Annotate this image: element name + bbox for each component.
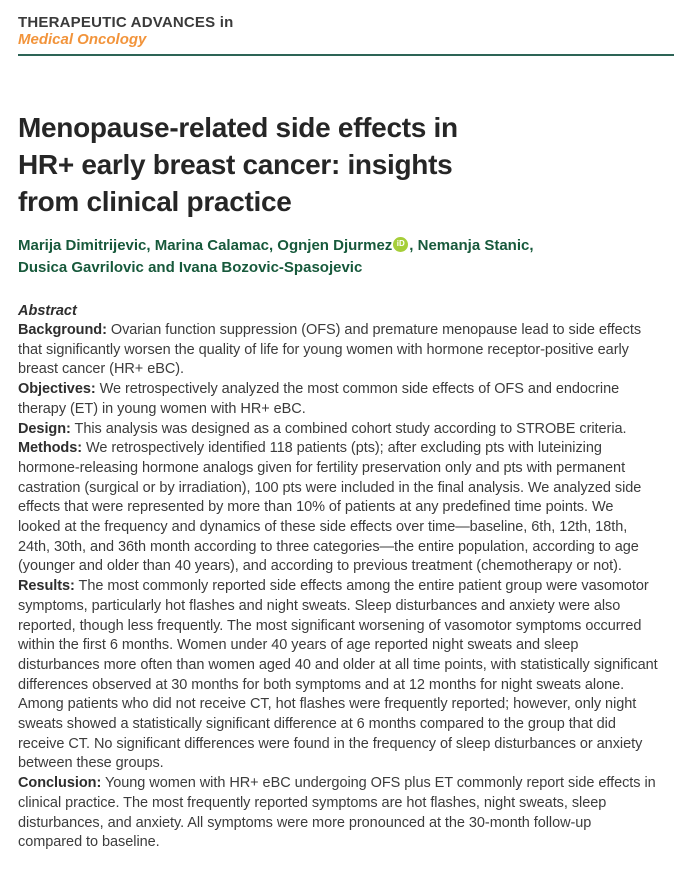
abstract-paragraph-conclusion: Conclusion: Young women with HR+ eBC und… bbox=[18, 774, 658, 853]
abstract-heading: Abstract bbox=[18, 303, 77, 319]
authors-part-2: , Nemanja Stanic, bbox=[409, 237, 534, 254]
section-text-background: Ovarian function suppression (OFS) and p… bbox=[18, 322, 642, 378]
journal-header: THERAPEUTIC ADVANCES in Medical Oncology bbox=[18, 14, 674, 56]
orcid-icon[interactable]: iD bbox=[393, 236, 409, 252]
abstract-paragraph-results: Results: The most commonly reported side… bbox=[18, 577, 658, 774]
section-text-methods: We retrospectively identified 118 patien… bbox=[18, 440, 642, 575]
abstract-paragraph-design: Design: This analysis was designed as a … bbox=[18, 420, 658, 440]
section-label-objectives: Objectives: bbox=[18, 381, 96, 398]
author-line-1: Marija Dimitrijevic, Marina Calamac, Ogn… bbox=[18, 235, 658, 257]
section-text-objectives: We retrospectively analyzed the most com… bbox=[18, 381, 620, 417]
abstract-paragraph-objectives: Objectives: We retrospectively analyzed … bbox=[18, 380, 658, 419]
abstract-section: Abstract Background: Ovarian function su… bbox=[18, 301, 658, 853]
authors-part-1: Marija Dimitrijevic, Marina Calamac, Ogn… bbox=[18, 237, 393, 254]
section-label-conclusion: Conclusion: bbox=[18, 775, 102, 792]
abstract-paragraph-methods: Methods: We retrospectively identified 1… bbox=[18, 439, 658, 577]
article-title: Menopause-related side effects in HR+ ea… bbox=[18, 112, 458, 217]
journal-name: Medical Oncology bbox=[18, 31, 147, 48]
author-line-2: Dusica Gavrilovic and Ivana Bozovic-Spas… bbox=[18, 259, 363, 276]
section-text-design: This analysis was designed as a combined… bbox=[74, 420, 627, 437]
section-label-design: Design: bbox=[18, 420, 71, 437]
header-rule bbox=[18, 54, 674, 56]
section-text-results: The most commonly reported side effects … bbox=[18, 578, 658, 772]
section-label-results: Results: bbox=[18, 578, 75, 595]
journal-series-title: THERAPEUTIC ADVANCES in bbox=[18, 14, 234, 31]
abstract-paragraph-background: Background: Ovarian function suppression… bbox=[18, 321, 658, 380]
section-label-methods: Methods: bbox=[18, 440, 83, 457]
section-label-background: Background: bbox=[18, 322, 107, 338]
author-list: Marija Dimitrijevic, Marina Calamac, Ogn… bbox=[18, 235, 658, 279]
section-text-conclusion: Young women with HR+ eBC undergoing OFS … bbox=[18, 775, 656, 851]
